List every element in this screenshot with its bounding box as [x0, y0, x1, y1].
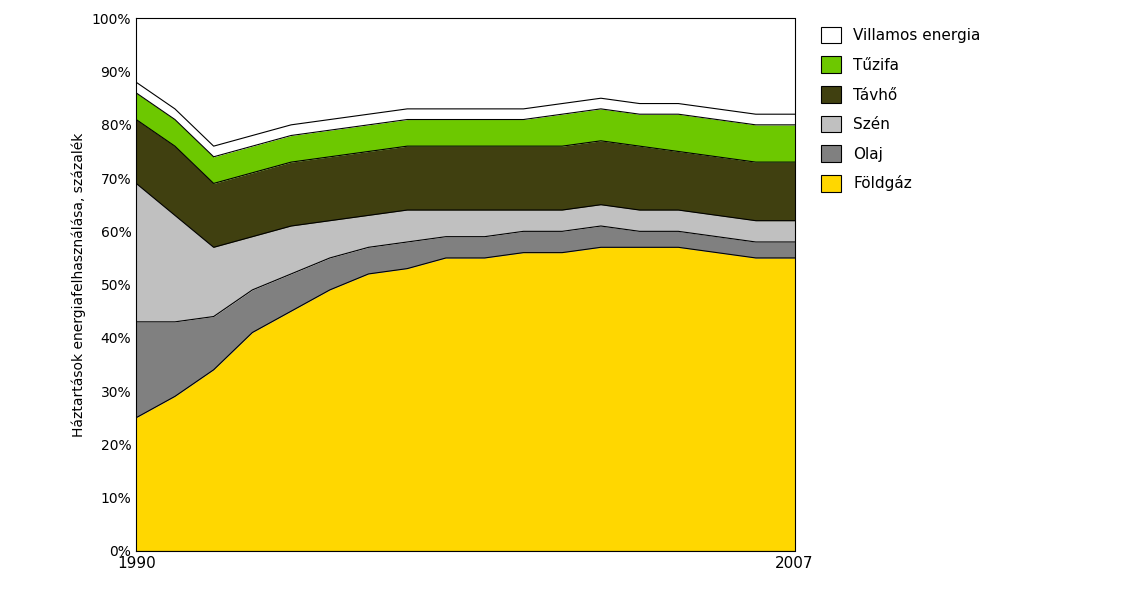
Legend: Villamos energia, Tűzifa, Távhő, Szén, Olaj, Földgáz: Villamos energia, Tűzifa, Távhő, Szén, O… [815, 21, 987, 198]
Y-axis label: Háztartások energiafelhasználása, százalék: Háztartások energiafelhasználása, százal… [72, 132, 86, 437]
